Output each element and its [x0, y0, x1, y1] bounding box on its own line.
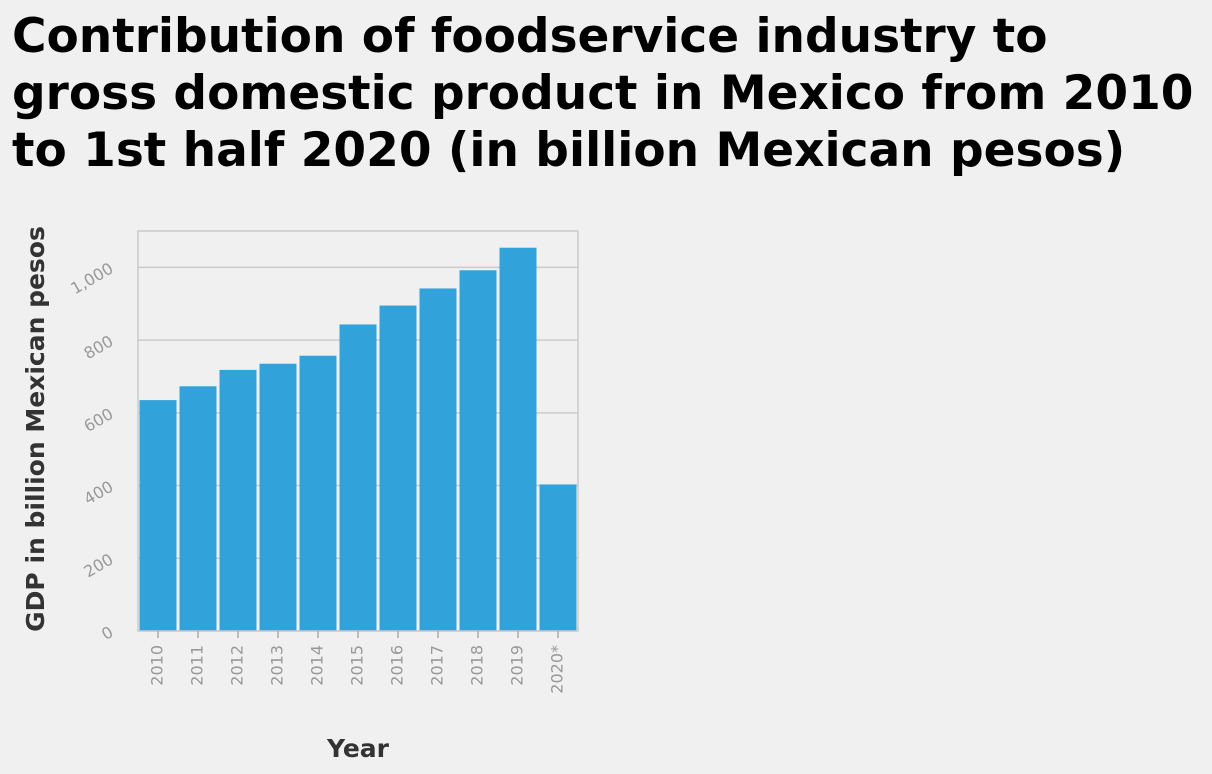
- x-tick-labels: 2010 2011 2012 2013 2014 2015 2016 2017 2018 2019…: [148, 631, 567, 694]
- x-tick-label: 2012: [228, 645, 247, 686]
- y-tick-label: 800: [81, 331, 117, 363]
- bar-2015: [339, 324, 377, 631]
- bar-2017: [419, 288, 457, 631]
- x-tick-label: 2017: [428, 645, 447, 686]
- y-axis-label: GDP in billion Mexican pesos: [21, 226, 50, 632]
- y-tick-label: 0: [98, 622, 116, 644]
- x-tick-label: 2010: [148, 645, 167, 686]
- bar-2019: [499, 247, 537, 631]
- y-tick-label: 200: [81, 550, 117, 582]
- bar-2012: [219, 369, 257, 631]
- x-tick-label: 2019: [508, 645, 527, 686]
- x-tick-label: 2015: [348, 645, 367, 686]
- x-tick-label: 2020*: [548, 645, 567, 694]
- x-axis-label: Year: [326, 734, 390, 763]
- bar-2020*: [539, 484, 577, 631]
- y-tick-label: 1,000: [67, 259, 116, 298]
- bar-2014: [299, 355, 337, 631]
- bar-2011: [179, 386, 217, 631]
- y-tick-label: 400: [81, 477, 117, 509]
- chart-title: Contribution of foodservice industry to …: [12, 9, 1194, 178]
- x-tick-label: 2013: [268, 645, 287, 686]
- bar-2010: [139, 400, 177, 631]
- x-tick-label: 2014: [308, 645, 327, 686]
- y-tick-labels: 0 200 400 600 800 1,000: [67, 259, 116, 644]
- x-tick-label: 2011: [188, 645, 207, 686]
- bar-2018: [459, 270, 497, 631]
- bar-2013: [259, 363, 297, 631]
- bar-2016: [379, 305, 417, 631]
- y-tick-label: 600: [81, 404, 117, 436]
- bars: [138, 247, 578, 632]
- x-tick-label: 2018: [468, 645, 487, 686]
- x-tick-label: 2016: [388, 645, 407, 686]
